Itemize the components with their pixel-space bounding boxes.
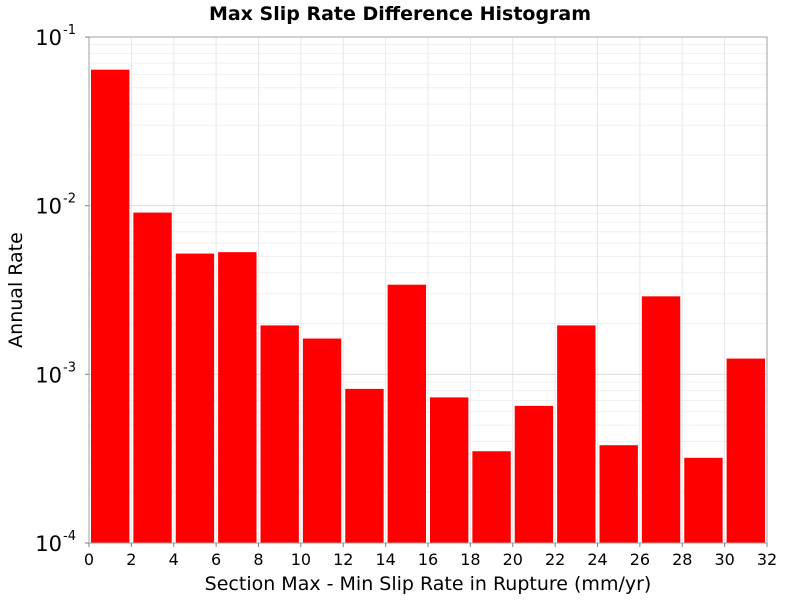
bar	[387, 284, 426, 543]
x-tick-label: 12	[333, 550, 353, 569]
x-tick-label: 18	[460, 550, 480, 569]
x-tick-label: 32	[757, 550, 777, 569]
x-tick-label: 8	[253, 550, 263, 569]
x-tick-label: 20	[503, 550, 523, 569]
bar	[430, 397, 469, 543]
y-axis-label: Annual Rate	[5, 232, 27, 348]
bar	[302, 338, 342, 543]
x-tick-label: 0	[84, 550, 94, 569]
bar	[218, 252, 257, 544]
bar	[472, 451, 511, 543]
x-tick-label: 26	[630, 550, 650, 569]
x-axis-ticks: 0 2 4 6 8 10 12 14 16 18 20 22 24 26 28 30 32	[84, 543, 777, 569]
x-tick-label: 14	[375, 550, 395, 569]
bar	[557, 325, 596, 543]
x-tick-label: 16	[418, 550, 438, 569]
bar	[345, 388, 384, 543]
x-tick-label: 10	[291, 550, 311, 569]
x-axis-label: Section Max - Min Slip Rate in Rupture (…	[205, 573, 652, 595]
x-tick-label: 28	[672, 550, 692, 569]
y-tick-exponent: -2	[63, 192, 76, 207]
bar	[91, 69, 130, 543]
bar	[684, 457, 723, 543]
x-tick-label: 4	[169, 550, 179, 569]
bars	[91, 69, 765, 544]
bar	[726, 358, 765, 543]
x-tick-label: 6	[211, 550, 221, 569]
x-tick-label: 30	[714, 550, 734, 569]
y-tick-exponent: -4	[63, 529, 76, 544]
x-tick-label: 2	[126, 550, 136, 569]
x-tick-label: 22	[545, 550, 565, 569]
y-tick-label: 10	[35, 363, 62, 387]
bar	[641, 296, 681, 543]
y-tick-label: 10	[35, 26, 62, 50]
bar	[260, 325, 299, 543]
bar	[514, 405, 554, 543]
y-tick-exponent: -1	[63, 23, 76, 38]
chart-title: Max Slip Rate Difference Histogram	[209, 3, 591, 25]
y-tick-label: 10	[35, 532, 62, 556]
y-tick-label: 10	[35, 195, 62, 219]
x-tick-label: 24	[587, 550, 607, 569]
y-axis-ticks: 10-110-210-310-4	[35, 23, 89, 556]
bar	[175, 253, 215, 543]
bar	[133, 212, 172, 543]
y-tick-exponent: -3	[63, 360, 76, 375]
bar	[599, 445, 638, 543]
